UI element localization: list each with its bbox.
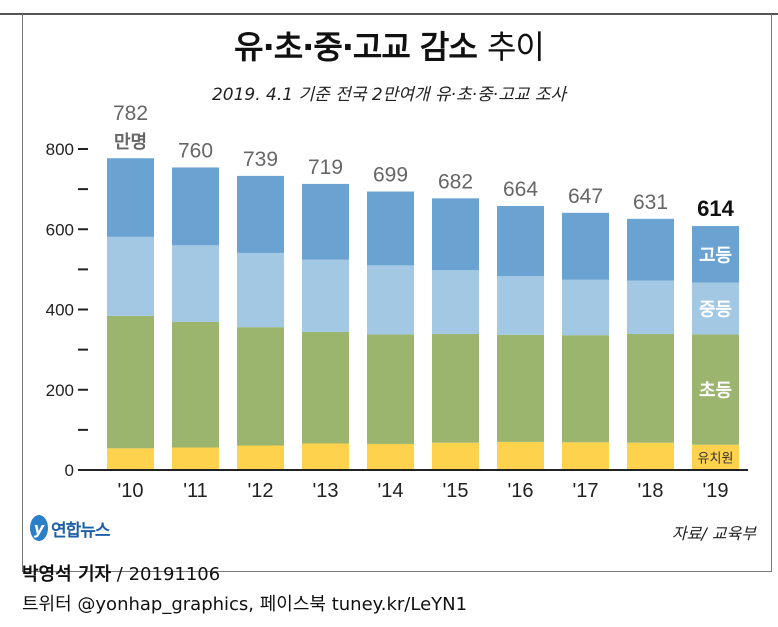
bar-segment-고등 [237,175,284,253]
total-label: 782 [113,102,148,125]
total-label: 647 [568,185,603,208]
bar-segment-초등 [172,321,219,448]
x-tick-label: '11 [183,480,208,502]
bar-segment-고등 [497,205,544,277]
bar-segment-유치원 [302,443,349,470]
bar-segment-초등 [302,331,349,444]
credit-date: / 20191106 [111,564,221,585]
bar-segment-유치원 [432,442,479,470]
source-note: 자료/ 교육부 [671,524,756,543]
top-rule [0,13,778,15]
title-bold: 유·초·중·고교 감소 [234,28,478,66]
bar-segment-고등 [562,212,609,280]
total-label: 719 [308,156,343,179]
bar-segment-초등 [692,334,739,445]
bar-segment-유치원 [107,448,154,470]
bar-segment-유치원 [562,442,609,470]
bar-segment-유치원 [627,442,674,470]
y-tick-label: 200 [46,381,74,400]
total-label: 682 [438,170,473,193]
total-label: 760 [178,139,213,162]
bar-segment-초등 [367,334,414,444]
bar-segment-중등 [432,270,479,334]
title-light: 추이 [486,28,545,66]
x-tick-label: '12 [247,480,273,502]
bar-segment-초등 [497,334,544,442]
bar-segment-중등 [692,282,739,335]
credit-name: 박영석 기자 [22,564,112,585]
chart-subtitle: 2019. 4.1 기준 전국 2만여개 유·초·중·고교 조사 [211,85,567,105]
y-tick-label: 0 [65,461,74,480]
total-label: 631 [633,191,668,214]
bar-segment-중등 [172,245,219,322]
bar-segment-중등 [562,279,609,336]
bar-segment-중등 [367,265,414,335]
yonhap-logo: y 연합뉴스 [30,515,111,541]
total-label: 664 [503,178,538,201]
total-label: 739 [243,148,278,171]
y-tick-label: 600 [46,220,74,239]
bar-segment-초등 [432,333,479,443]
bar-segment-초등 [562,335,609,443]
bar-segment-고등 [107,158,154,237]
bar-segment-유치원 [692,444,739,470]
x-tick-label: '15 [442,480,468,502]
credit: 박영석 기자 / 20191106 [22,560,220,586]
bar-segment-고등 [627,218,674,281]
bar-segment-초등 [107,315,154,449]
bar-segment-중등 [302,259,349,332]
bar-segment-중등 [497,276,544,335]
series-label-유치원: 유치원 [698,451,734,466]
chart-title: 유·초·중·고교 감소 추이 [0,22,778,68]
x-tick-label: '10 [117,480,143,502]
bar-segment-고등 [367,191,414,266]
logo-text: 연합뉴스 [51,520,111,541]
x-tick-label: '13 [312,480,338,502]
bar-segment-고등 [692,226,739,283]
chart-frame [22,14,772,572]
unit-label: 만명 [114,132,147,153]
total-label: 614 [697,196,734,221]
series-label-고등: 고등 [699,245,732,266]
series-label-중등: 중등 [699,299,732,320]
bar-segment-고등 [432,198,479,271]
bar-segment-유치원 [172,447,219,470]
bar-segment-중등 [237,252,284,328]
bar-segment-중등 [107,236,154,316]
y-tick-label: 400 [46,301,74,320]
bar-segment-유치원 [367,443,414,470]
x-tick-label: '16 [507,480,533,502]
social-links: 트위터 @yonhap_graphics, 페이스북 tuney.kr/LeYN… [22,594,468,615]
x-tick-label: '18 [637,480,663,502]
bar-segment-고등 [302,183,349,260]
y-tick-label: 800 [46,140,74,159]
x-tick-label: '17 [572,480,598,502]
total-label: 699 [373,164,408,187]
series-label-초등: 초등 [699,381,732,402]
bar-segment-유치원 [237,445,284,470]
x-tick-label: '14 [377,480,403,502]
bar-segment-고등 [172,167,219,246]
bar-segment-초등 [627,333,674,443]
bar-segment-초등 [237,327,284,446]
bar-segment-유치원 [497,441,544,470]
yonhap-logo-icon: y [30,515,48,541]
bar-segment-중등 [627,280,674,334]
x-tick-label: '19 [702,480,728,502]
